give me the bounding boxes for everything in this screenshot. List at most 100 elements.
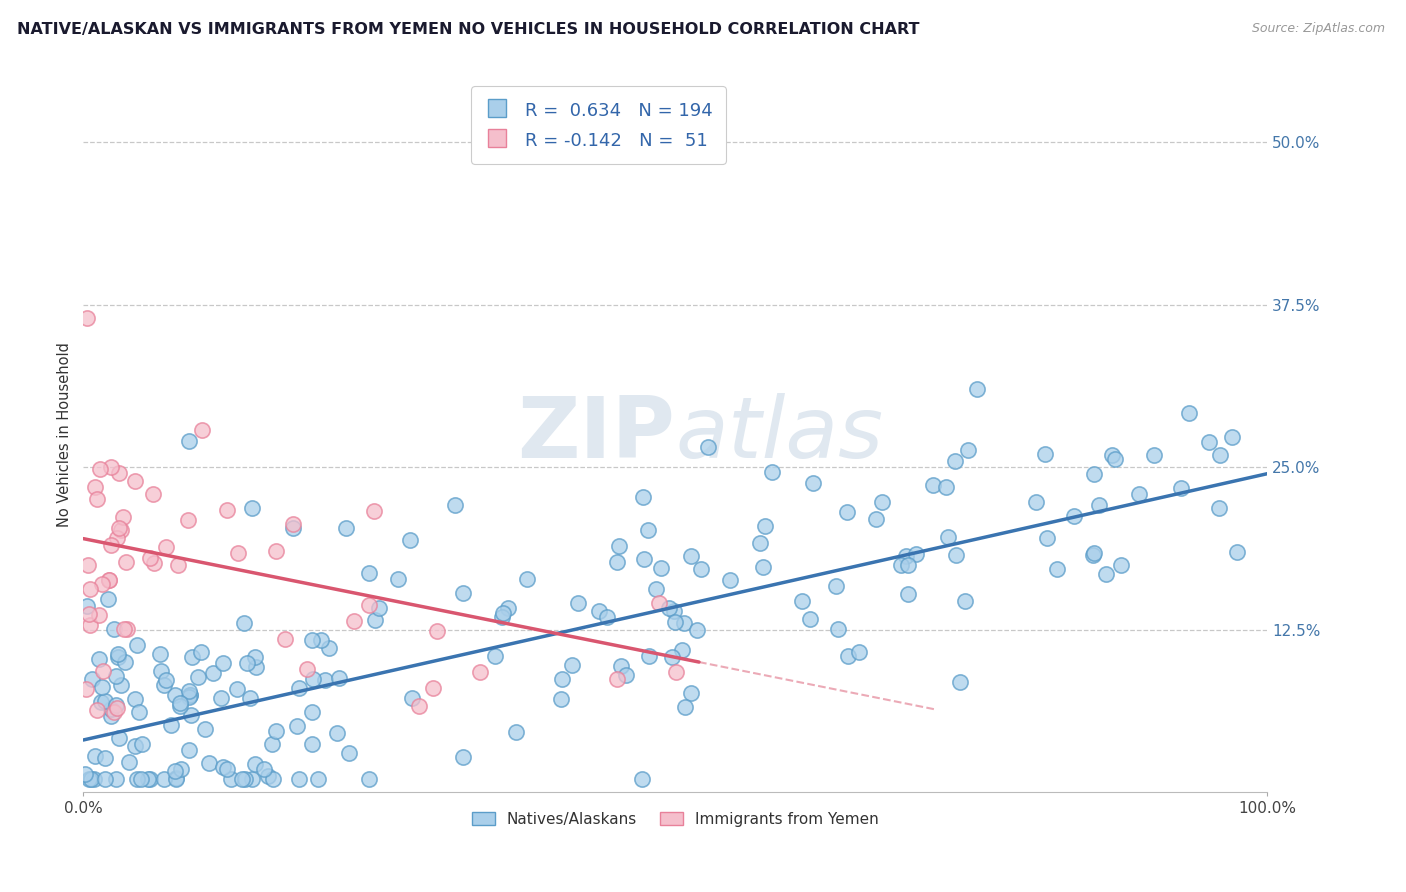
Point	[75, 682, 97, 697]
Point	[211, 760, 233, 774]
Point	[1104, 452, 1126, 467]
Point	[679, 686, 702, 700]
Point	[165, 772, 187, 786]
Point	[105, 698, 128, 712]
Point	[588, 604, 610, 618]
Point	[301, 706, 323, 720]
Point	[748, 536, 770, 550]
Point	[1109, 558, 1132, 572]
Point	[181, 649, 204, 664]
Point	[107, 521, 129, 535]
Point	[318, 640, 340, 655]
Point	[422, 681, 444, 696]
Point	[686, 623, 709, 637]
Legend: Natives/Alaskans, Immigrants from Yemen: Natives/Alaskans, Immigrants from Yemen	[464, 804, 887, 834]
Point	[1083, 467, 1105, 481]
Point	[190, 645, 212, 659]
Point	[142, 487, 165, 501]
Point	[86, 492, 108, 507]
Point	[100, 702, 122, 716]
Point	[153, 772, 176, 786]
Point	[662, 604, 685, 618]
Point	[943, 454, 966, 468]
Point	[131, 737, 153, 751]
Point	[690, 562, 713, 576]
Point	[94, 750, 117, 764]
Point	[309, 633, 332, 648]
Point	[368, 601, 391, 615]
Point	[801, 475, 824, 490]
Point	[115, 555, 138, 569]
Point	[1025, 495, 1047, 509]
Point	[363, 504, 385, 518]
Point	[630, 772, 652, 786]
Point	[105, 532, 128, 546]
Point	[516, 572, 538, 586]
Point	[233, 772, 256, 786]
Point	[94, 694, 117, 708]
Point	[100, 459, 122, 474]
Point	[302, 672, 325, 686]
Point	[966, 383, 988, 397]
Point	[79, 582, 101, 597]
Point	[281, 517, 304, 532]
Point	[301, 737, 323, 751]
Point	[79, 618, 101, 632]
Point	[551, 672, 574, 686]
Point	[1095, 567, 1118, 582]
Point	[1046, 562, 1069, 576]
Point	[645, 582, 668, 597]
Point	[606, 555, 628, 569]
Point	[498, 601, 520, 615]
Point	[100, 709, 122, 723]
Point	[1143, 449, 1166, 463]
Point	[104, 669, 127, 683]
Point	[897, 587, 920, 601]
Point	[761, 465, 783, 479]
Point	[118, 755, 141, 769]
Point	[202, 666, 225, 681]
Point	[1101, 448, 1123, 462]
Point	[143, 557, 166, 571]
Point	[245, 660, 267, 674]
Point	[633, 551, 655, 566]
Point	[253, 763, 276, 777]
Point	[295, 662, 318, 676]
Point	[76, 311, 98, 326]
Point	[104, 772, 127, 786]
Point	[149, 647, 172, 661]
Point	[138, 772, 160, 786]
Point	[648, 596, 671, 610]
Point	[115, 623, 138, 637]
Point	[226, 681, 249, 696]
Point	[179, 743, 201, 757]
Point	[1036, 531, 1059, 545]
Point	[264, 544, 287, 558]
Point	[935, 480, 957, 494]
Point	[260, 737, 283, 751]
Point	[124, 739, 146, 753]
Point	[567, 596, 589, 610]
Point	[262, 772, 284, 786]
Point	[217, 503, 239, 517]
Point	[614, 667, 637, 681]
Point	[231, 772, 253, 786]
Point	[343, 614, 366, 628]
Point	[357, 566, 380, 580]
Point	[359, 599, 381, 613]
Point	[827, 622, 849, 636]
Point	[837, 649, 859, 664]
Point	[114, 656, 136, 670]
Point	[550, 691, 572, 706]
Point	[240, 500, 263, 515]
Point	[179, 683, 201, 698]
Point	[194, 722, 217, 736]
Point	[97, 591, 120, 606]
Point	[107, 731, 129, 745]
Point	[236, 656, 259, 670]
Point	[922, 477, 945, 491]
Point	[80, 772, 103, 786]
Point	[665, 665, 688, 679]
Point	[288, 772, 311, 786]
Point	[328, 671, 350, 685]
